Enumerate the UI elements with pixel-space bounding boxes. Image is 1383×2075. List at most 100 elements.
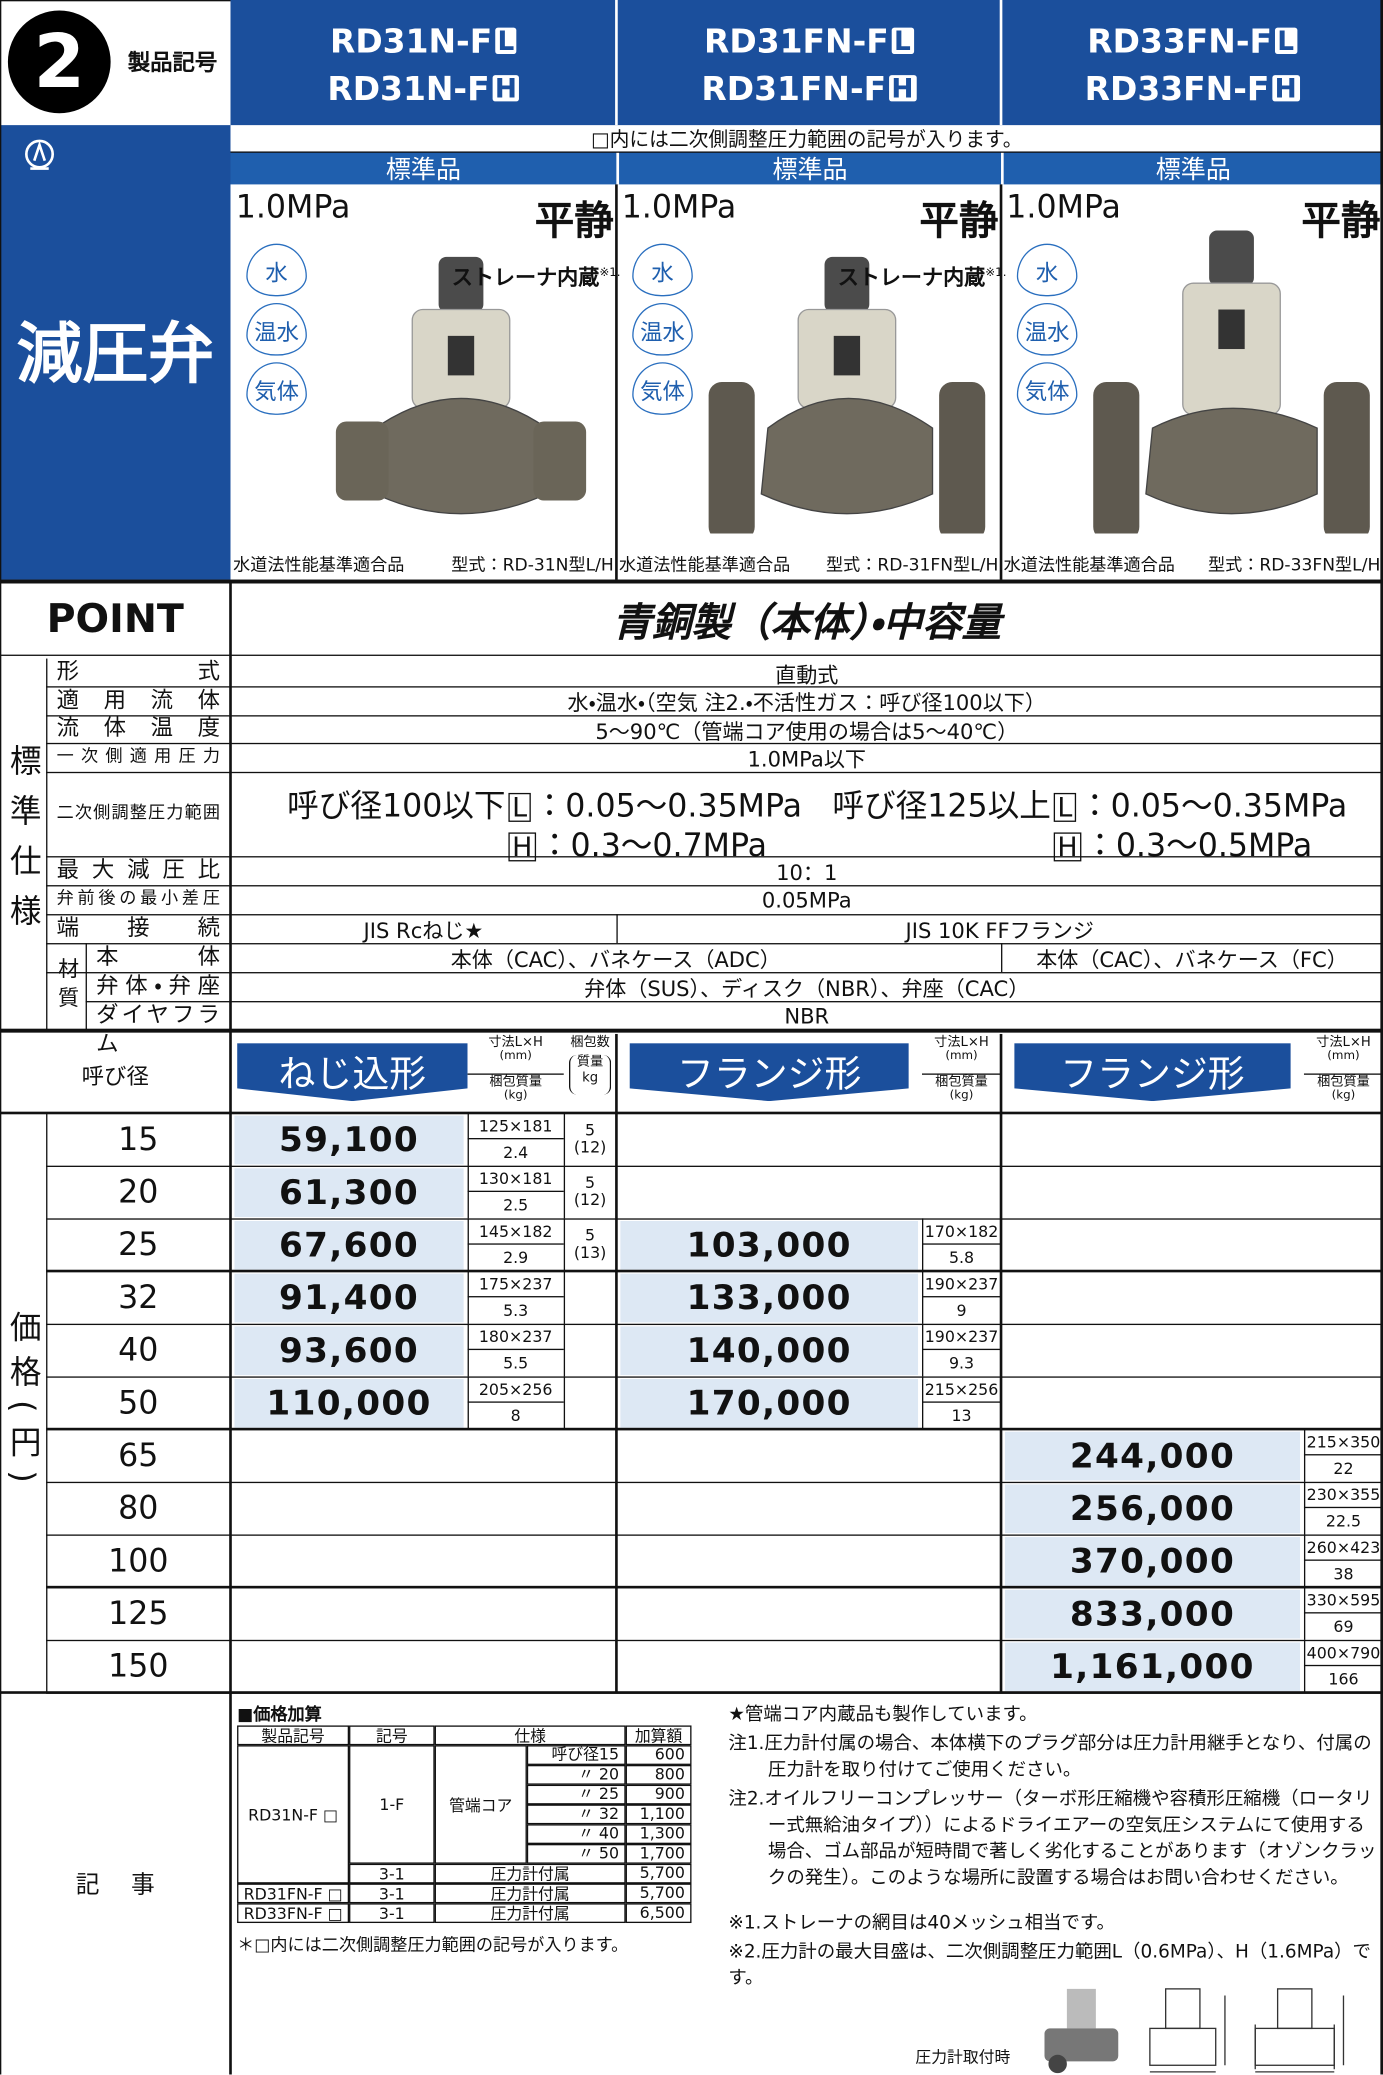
size: 150	[108, 1647, 169, 1685]
rule	[563, 1112, 565, 1166]
spec-label: 適用流体	[56, 687, 220, 714]
type-tab: フランジ形	[1014, 1043, 1291, 1102]
rule	[466, 1376, 469, 1430]
fig-case	[1066, 1988, 1096, 2029]
header-note: □内には二次側調整圧力範囲の記号が入ります。	[590, 127, 1023, 151]
rule	[1303, 1534, 1305, 1588]
spec-label: 弁体・弁座	[96, 973, 220, 1000]
rule	[563, 1165, 565, 1219]
type-tab: ねじ込形	[237, 1043, 468, 1102]
range-box: H	[508, 832, 537, 862]
model-type: 型式：RD-33FN型L/H	[1207, 555, 1381, 576]
dim-value: 400×790	[1303, 1640, 1383, 1667]
price-value: 103,000	[620, 1220, 919, 1270]
rule	[563, 1323, 565, 1377]
rule	[46, 1533, 1383, 1536]
rule	[46, 1639, 1383, 1641]
flange-right	[939, 381, 986, 541]
price-value: 170,000	[620, 1379, 919, 1428]
pack-value: 5	[585, 1173, 596, 1193]
weight-value: 166	[1328, 1670, 1359, 1689]
strainer: ストレーナ内蔵※1.	[838, 259, 1007, 291]
dim-top: 寸法L×H (mm)	[922, 1035, 1001, 1071]
note-item: 注2.オイルフリーコンプレッサー（ターボ形圧縮機や容積形圧縮機（ロータリー式無給…	[728, 1788, 1377, 1889]
addition-spec: 圧力計付属	[434, 1883, 626, 1904]
addition-title: ■価格加算	[237, 1705, 322, 1726]
strainer-text: ストレーナ内蔵	[451, 264, 600, 290]
rule	[563, 1376, 565, 1430]
badge: 2	[7, 10, 111, 114]
addition-size: 呼び径15	[526, 1745, 626, 1765]
logo-icon	[25, 139, 55, 170]
dim-value: 175×237	[467, 1271, 564, 1298]
cert: 水道法性能基準適合品	[233, 555, 405, 576]
addition-size: 〃 20	[526, 1764, 626, 1785]
mark: 平静	[919, 198, 999, 245]
weight-value: 22.5	[1325, 1512, 1362, 1531]
weight-value: 5.8	[948, 1248, 975, 1268]
weight-unit: (kg)	[1331, 1089, 1356, 1103]
model-name: RD31FN-F L	[616, 18, 1001, 63]
pack-weight-value: (12)	[573, 1138, 607, 1157]
model-name: RD33FN-F L	[1001, 18, 1383, 63]
rule	[466, 1218, 469, 1272]
rule	[46, 1165, 1383, 1167]
rule	[466, 1165, 469, 1219]
rule	[0, 1691, 1383, 1694]
addition-code: 3-1	[349, 1883, 435, 1904]
notes-label: 記事	[75, 1871, 187, 1900]
range-box: L	[508, 792, 532, 823]
rule	[46, 913, 1383, 915]
weight-unit: (kg)	[949, 1089, 974, 1103]
model-name: RD31N-F H	[230, 66, 616, 111]
weight-value: 8	[510, 1406, 521, 1426]
rule	[921, 1376, 923, 1430]
dim-label: 寸法L×H	[488, 1035, 543, 1050]
point-text: 青銅製（本体）・中容量	[612, 600, 1002, 647]
cert-line: 水道法性能基準適合品 型式：RD-33FN型L/H	[1004, 551, 1383, 580]
spec-value: 0.05MPa	[761, 887, 852, 913]
weight-value: 2.9	[503, 1248, 529, 1268]
pack-value: 5	[585, 1226, 596, 1245]
valve-photo	[335, 256, 587, 515]
spec-value: 1.0MPa以下	[747, 746, 867, 772]
valve-label	[833, 335, 861, 376]
price-value: 110,000	[234, 1379, 464, 1428]
rule	[1303, 1587, 1305, 1640]
media-drop: 気体	[1016, 362, 1078, 415]
model-text: RD31N-F	[329, 21, 493, 60]
model-type: 型式：RD-31N型L/H	[451, 555, 614, 576]
addition-size: 〃 32	[526, 1804, 626, 1825]
size: 50	[118, 1384, 159, 1422]
addition-product: RD33FN-F □	[237, 1903, 350, 1924]
rule	[46, 855, 1383, 857]
valve-cap	[438, 256, 484, 313]
rule	[0, 1028, 1383, 1032]
range-box: L	[1274, 27, 1297, 54]
fig-drawing-2	[1254, 1988, 1345, 2073]
price-value: 256,000	[1004, 1484, 1301, 1534]
range-line: 呼び径100以下 L ：0.05～0.35MPa	[287, 780, 802, 825]
dim-value: 190×237	[921, 1324, 1002, 1351]
dim-value: 215×256	[921, 1376, 1002, 1403]
range-box: H	[1053, 832, 1082, 862]
price-value: 59,100	[234, 1115, 464, 1165]
model-type: 型式：RD-31FN型L/H	[825, 555, 999, 576]
range-box: L	[891, 27, 914, 54]
addition-amount: 6,500	[625, 1903, 692, 1924]
addition-amount: 900	[625, 1784, 692, 1805]
rule	[466, 1323, 469, 1377]
dim-value: 170×182	[921, 1218, 1002, 1245]
dim-value: 330×595	[1303, 1587, 1383, 1614]
price-value: 1,161,000	[1004, 1642, 1301, 1692]
dim-value: 130×181	[467, 1166, 564, 1193]
rule	[0, 653, 1383, 656]
strainer: ストレーナ内蔵※1.	[451, 259, 621, 291]
rule	[46, 1481, 1383, 1483]
rule	[615, 0, 618, 126]
rule	[1303, 1639, 1305, 1693]
note-item: 注1.圧力計付属の場合、本体横下のプラグ部分は圧力計用継手となり、付属の圧力計を…	[728, 1733, 1372, 1781]
header-label: 製品記号	[127, 49, 218, 76]
model-text: RD33FN-F	[1084, 69, 1270, 108]
